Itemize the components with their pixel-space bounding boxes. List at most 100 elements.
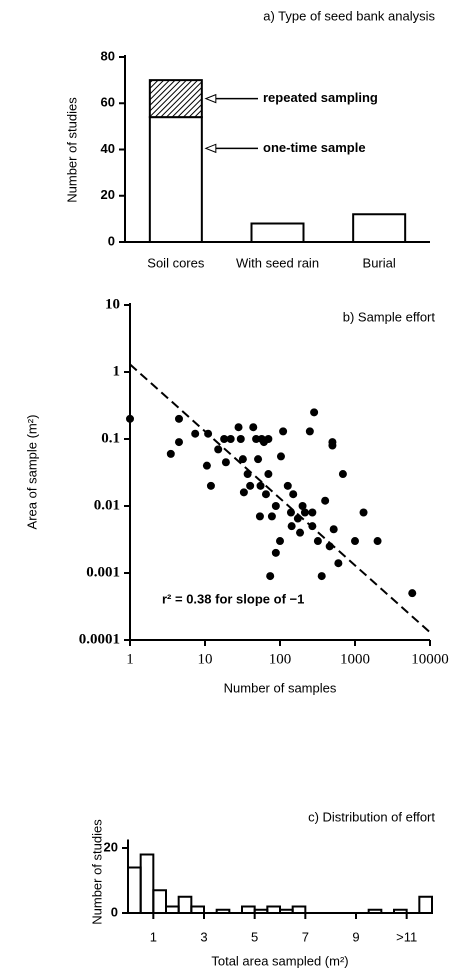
scatter-point [334,559,343,568]
scatter-point [266,572,275,581]
histogram-bar [165,905,180,914]
scatter-point [214,445,223,454]
x-tick-label: With seed rain [236,255,319,270]
y-tick-label: 0.01 [94,497,120,513]
scatter-point [246,481,255,490]
legend-label: one-time sample [263,140,366,155]
y-tick-label: 40 [101,141,115,156]
scatter-point [310,408,319,417]
scatter-point [325,542,334,551]
scatter-point [286,508,295,517]
y-axis-label: Number of studies [89,819,104,925]
histogram-bar [393,908,408,914]
scatter-point [174,438,183,447]
x-axis-label: Number of samples [224,680,337,695]
scatter-point [276,537,284,546]
x-tick-label: 3 [200,929,207,944]
histogram-bar [152,889,167,914]
scatter-point [305,427,314,436]
legend-arrowhead [204,143,217,154]
scatter-point [174,414,183,423]
scatter-point [289,490,298,499]
scatter-point [408,589,417,598]
scatter-point [202,461,211,470]
y-tick-label: 0.1 [101,430,120,446]
x-tick-label: 10000 [411,651,449,667]
legend-arrowhead [204,93,217,104]
scatter-point [313,537,322,546]
scatter-point [276,452,285,461]
scatter-point [259,438,268,447]
x-axis-label: Total area sampled (m²) [211,953,348,968]
x-tick-label: 100 [269,651,292,667]
histogram-bar [190,905,205,914]
x-tick-label: 1 [150,929,157,944]
x-tick-label: 9 [352,929,359,944]
histogram-bar [279,908,294,914]
scatter-point [359,508,368,517]
y-tick-label: 0.001 [86,564,120,580]
scatter-point [293,514,302,523]
bar-segment [148,79,203,119]
scatter-point [166,449,175,458]
histogram-bar [418,895,434,914]
legend-label: repeated sampling [263,90,378,105]
scatter-point [308,522,317,531]
scatter-point [267,512,276,521]
histogram-bar [241,905,256,914]
histogram-bar [266,905,282,914]
chart-title: b) Sample effort [343,309,436,324]
trend-line [129,363,431,634]
x-tick-label: Burial [363,255,396,270]
y-tick-label: 0 [111,904,118,919]
x-tick-label: 1 [126,651,134,667]
scatter-point [236,435,245,443]
bar-segment [250,222,305,243]
scatter-point [261,490,270,499]
scatter-point [220,435,229,443]
x-tick-label: Soil cores [147,255,205,270]
scatter-point [321,496,330,505]
scatter-point [221,458,230,467]
scatter-point [206,481,215,490]
histogram-bar [253,908,269,914]
x-tick-label: 1000 [340,651,370,667]
chart-title: c) Distribution of effort [308,809,435,824]
scatter-point [338,470,347,479]
annotation: r² = 0.38 for slope of −1 [162,591,304,606]
histogram-bar [291,905,307,914]
scatter-point [300,508,309,517]
scatter-point [264,470,273,479]
scatter-point [238,455,247,464]
y-tick-label: 20 [104,839,118,854]
scatter-point [243,470,252,479]
scatter-point [254,455,263,464]
y-tick-label: 1 [113,363,121,379]
y-tick-label: 80 [101,48,115,63]
histogram-bar [367,908,383,914]
scatter-point [255,512,264,521]
bar-segment [148,116,203,243]
scatter-point [252,435,261,443]
scatter-point [308,508,317,517]
y-tick-label: 10 [105,296,120,312]
scatter-point [191,429,200,438]
histogram-bar [177,895,193,914]
scatter-point [283,481,292,490]
scatter-point [271,502,280,510]
y-tick-label: 60 [101,95,115,110]
scatter-point [279,427,288,436]
scatter-point [249,423,258,432]
y-tick-label: 0.0001 [79,631,120,647]
y-axis-label: Area of sample (m²) [24,415,39,530]
x-tick-label: >11 [396,929,417,944]
chart-title: a) Type of seed bank analysis [263,8,435,23]
scatter-point [226,435,235,443]
histogram-bar [215,908,231,914]
y-tick-label: 20 [101,187,115,202]
x-tick-label: 5 [251,929,258,944]
scatter-point [256,481,265,490]
scatter-point [373,537,382,546]
